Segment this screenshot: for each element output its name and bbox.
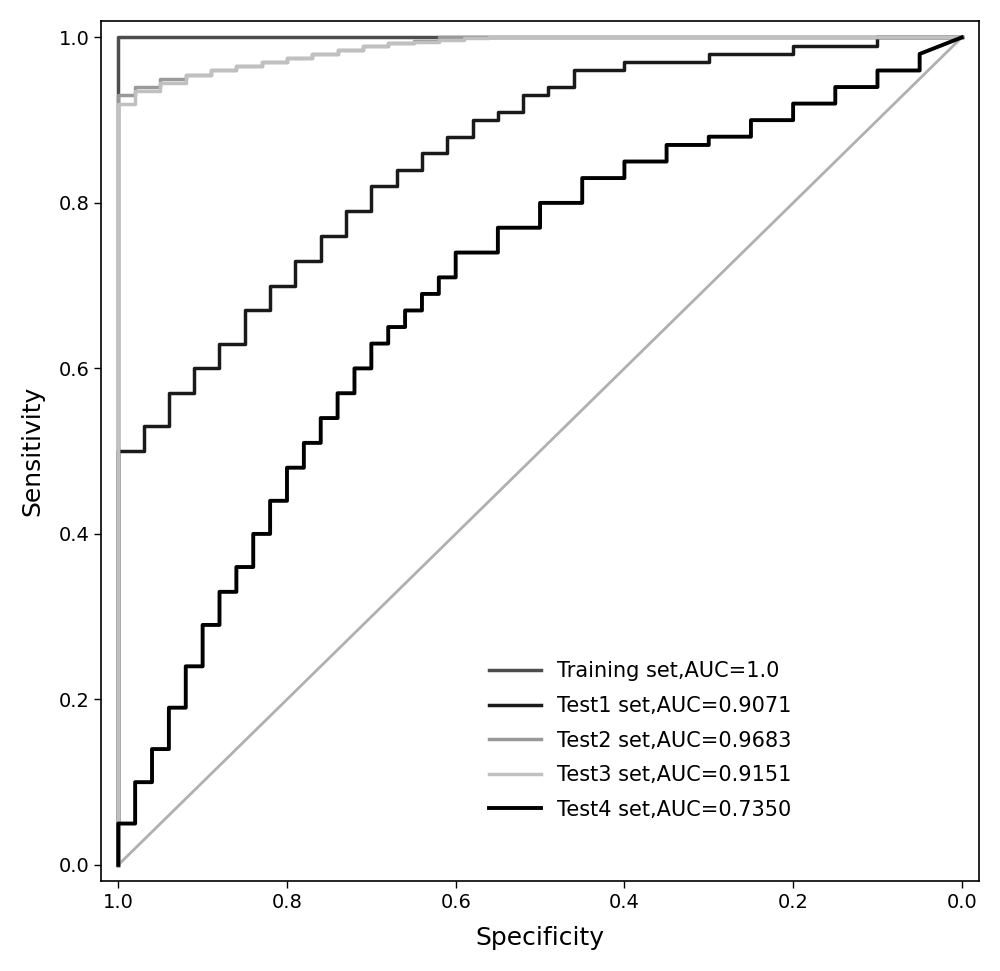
- Legend: Training set,AUC=1.0, Test1 set,AUC=0.9071, Test2 set,AUC=0.9683, Test3 set,AUC=: Training set,AUC=1.0, Test1 set,AUC=0.90…: [480, 653, 800, 828]
- Y-axis label: Sensitivity: Sensitivity: [21, 386, 45, 517]
- X-axis label: Specificity: Specificity: [476, 926, 605, 951]
